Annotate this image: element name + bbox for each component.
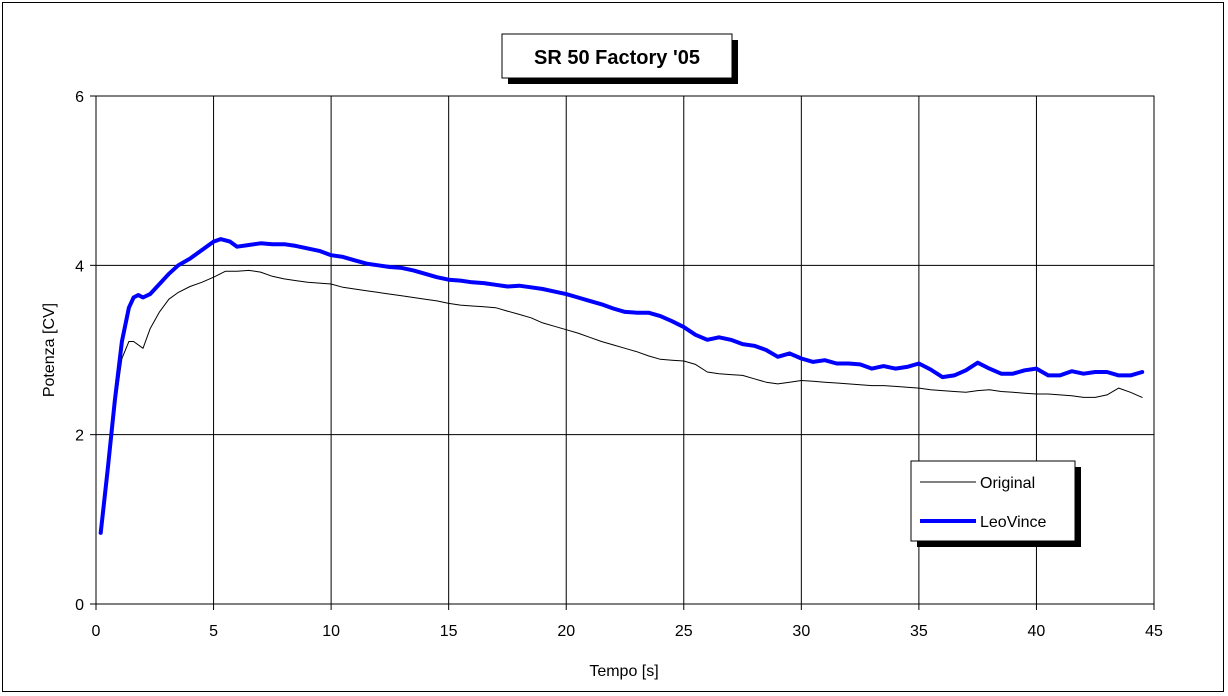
- x-tick-label: 30: [792, 623, 810, 640]
- axes: [90, 95, 1155, 610]
- x-tick-label: 45: [1145, 623, 1163, 640]
- legend: Original LeoVince: [910, 460, 1081, 547]
- y-axis-title: Potenza [CV]: [41, 303, 58, 397]
- legend-label-leovince: LeoVince: [980, 514, 1047, 531]
- x-tick-label: 35: [910, 623, 928, 640]
- y-tick-label: 2: [75, 428, 84, 445]
- x-tick-label: 5: [209, 623, 218, 640]
- y-tick-label: 4: [75, 258, 84, 275]
- plot-area-border: [95, 95, 1155, 605]
- tick-labels: 0 5 10 15 20 25 30 35 40 45 0 2 4 6: [75, 89, 1163, 640]
- x-axis-title: Tempo [s]: [589, 663, 658, 680]
- legend-label-original: Original: [980, 475, 1035, 492]
- x-tick-label: 20: [557, 623, 575, 640]
- x-tick-label: 10: [322, 623, 340, 640]
- x-tick-label: 40: [1028, 623, 1046, 640]
- x-tick-label: 15: [440, 623, 458, 640]
- series-lines: [98, 237, 1145, 535]
- y-tick-label: 0: [75, 597, 84, 614]
- series-line-original: [100, 269, 1143, 534]
- chart-title-box: SR 50 Factory '05: [501, 33, 738, 84]
- y-tick-label: 6: [75, 89, 84, 106]
- x-tick-label: 25: [675, 623, 693, 640]
- series-line-leovince: [98, 237, 1145, 535]
- chart-title: SR 50 Factory '05: [534, 47, 700, 69]
- x-tick-label: 0: [92, 623, 101, 640]
